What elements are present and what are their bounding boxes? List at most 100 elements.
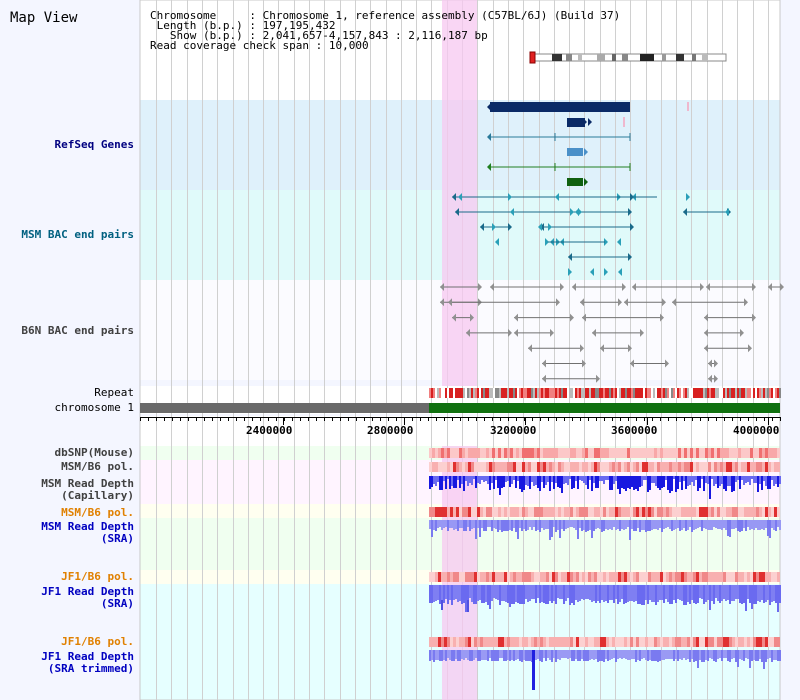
track-label-dbsnp[interactable]: dbSNP(Mouse) — [54, 446, 134, 459]
read-depth-bar — [477, 650, 479, 661]
ideogram-band — [566, 54, 572, 61]
read-depth-bar — [639, 585, 641, 604]
pol-heat-cell — [627, 448, 630, 458]
feature-arrow — [592, 328, 596, 337]
track-label-jf1-depth-trimmed[interactable]: JF1 Read Depth (SRA trimmed) — [41, 650, 134, 675]
pol-heat-cell — [663, 448, 666, 458]
track-label-msm-bac[interactable]: MSM BAC end pairs — [21, 228, 134, 241]
pol-heat-cell — [678, 572, 681, 582]
read-depth-bar — [705, 585, 707, 602]
track-label-chromosome[interactable]: chromosome 1 — [54, 401, 134, 414]
repeat-segment — [763, 388, 765, 398]
read-depth-bar — [511, 520, 513, 531]
read-depth-bar — [551, 476, 553, 482]
track-label-msm-depth-capillary[interactable]: MSM Read Depth (Capillary) — [41, 477, 134, 502]
read-depth-bar — [531, 476, 533, 482]
pol-heat-cell — [777, 507, 780, 517]
read-depth-bar — [481, 520, 483, 528]
pol-heat-cell — [666, 637, 669, 647]
chromosome-bar — [429, 403, 780, 413]
read-depth-bar — [617, 650, 619, 659]
repeat-segment — [683, 388, 685, 398]
read-depth-bar — [599, 520, 601, 529]
feature-arrow — [628, 344, 632, 353]
repeat-segment — [721, 388, 723, 398]
pol-heat-cell — [555, 507, 558, 517]
pol-heat-cell — [498, 448, 501, 458]
repeat-segment — [445, 388, 447, 398]
read-depth-bar — [471, 520, 473, 529]
pol-heat-cell — [585, 448, 588, 458]
feature-arrow — [570, 313, 574, 322]
track-label-repeat[interactable]: Repeat — [94, 386, 134, 399]
repeat-segment — [765, 388, 767, 398]
read-depth-bar — [719, 520, 721, 529]
pol-heat-cell — [630, 462, 633, 472]
read-depth-bar — [461, 650, 463, 659]
pol-heat-cell — [492, 637, 495, 647]
pol-heat-cell — [669, 507, 672, 517]
pol-heat-cell — [591, 637, 594, 647]
read-depth-bar — [463, 476, 465, 491]
feature-arrow — [568, 268, 572, 276]
feature-arrow — [752, 313, 756, 322]
repeat-segment — [729, 388, 731, 398]
track-label-msm-depth-sra[interactable]: MSM Read Depth (SRA) — [41, 520, 134, 545]
repeat-segment — [653, 388, 655, 398]
read-depth-bar — [715, 476, 717, 484]
ideogram-band — [662, 54, 666, 61]
repeat-segment — [651, 388, 653, 398]
read-depth-bar — [599, 585, 601, 603]
read-depth-bar — [643, 585, 645, 605]
read-depth-bar — [737, 585, 739, 599]
feature-arrow — [672, 298, 676, 307]
track-label-msm-b6-pol-1[interactable]: MSM/B6 pol. — [61, 460, 134, 473]
repeat-segment — [559, 388, 561, 398]
pol-heat-cell — [768, 448, 771, 458]
read-depth-bar — [685, 650, 687, 660]
pol-heat-cell — [753, 572, 756, 582]
pol-heat-cell — [504, 448, 507, 458]
pol-heat-cell — [522, 637, 525, 647]
track-label-refseq-genes[interactable]: RefSeq Genes — [54, 138, 134, 151]
read-depth-bar — [457, 476, 459, 480]
pol-heat-cell — [678, 462, 681, 472]
read-depth-bar — [507, 520, 509, 531]
feature-arrow — [514, 313, 518, 322]
repeat-segment — [723, 388, 725, 398]
read-depth-bar — [711, 650, 713, 659]
pol-heat-cell — [525, 637, 528, 647]
track-label-jf1-b6-pol-1[interactable]: JF1/B6 pol. — [61, 570, 134, 583]
read-depth-bar — [533, 476, 535, 486]
track-label-jf1-depth-sra[interactable]: JF1 Read Depth (SRA) — [41, 585, 134, 610]
pol-heat-cell — [549, 448, 552, 458]
repeat-segment — [733, 388, 735, 398]
track-label-b6n-bac[interactable]: B6N BAC end pairs — [21, 324, 134, 337]
track-label-msm-b6-pol-2[interactable]: MSM/B6 pol. — [61, 506, 134, 519]
read-depth-bar — [689, 520, 691, 527]
read-depth-bar — [615, 650, 617, 662]
read-depth-bar — [715, 650, 717, 662]
repeat-segment — [613, 388, 615, 398]
read-depth-bar — [683, 476, 685, 481]
pol-heat-cell — [435, 507, 438, 517]
pol-heat-cell — [690, 572, 693, 582]
read-depth-bar — [683, 585, 685, 605]
read-depth-bar — [607, 476, 609, 480]
read-depth-bar — [487, 650, 489, 661]
repeat-segment — [453, 388, 455, 398]
pol-heat-cell — [675, 462, 678, 472]
track-label-jf1-b6-pol-2[interactable]: JF1/B6 pol. — [61, 635, 134, 648]
pol-heat-cell — [546, 572, 549, 582]
pol-heat-cell — [777, 637, 780, 647]
feature-arrow — [580, 298, 584, 307]
read-depth-bar — [739, 476, 741, 489]
read-depth-bar — [681, 585, 683, 601]
pol-heat-cell — [492, 448, 495, 458]
read-depth-bar — [553, 476, 555, 489]
repeat-segment — [629, 388, 631, 398]
pol-heat-cell — [750, 507, 753, 517]
pol-heat-cell — [615, 448, 618, 458]
